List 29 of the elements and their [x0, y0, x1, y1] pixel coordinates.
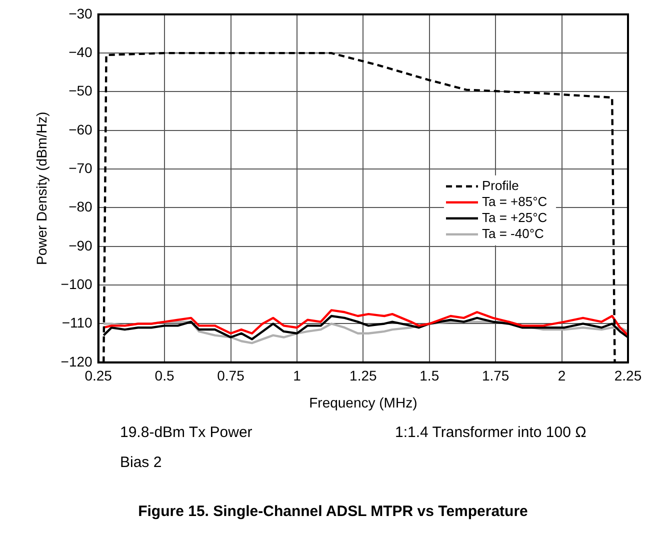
y-axis-title: Power Density (dBm/Hz) [33, 112, 50, 266]
y-tick-label: −40 [68, 44, 93, 60]
y-tick-label: −100 [60, 276, 93, 292]
y-tick-label: −90 [68, 237, 93, 254]
x-tick-label: 1.25 [350, 368, 378, 384]
legend-label: Ta = +85°C [482, 194, 548, 209]
y-tick-label: −70 [68, 160, 93, 176]
text: 19.8-dBm Tx Power [120, 424, 252, 441]
y-tick-label: −50 [68, 82, 93, 99]
y-tick-label: −60 [68, 121, 93, 138]
x-tick-label: 1 [293, 368, 302, 384]
x-axis-title: Frequency (MHz) [309, 394, 418, 410]
x-tick-label: 0.75 [217, 368, 245, 384]
x-tick-label: 1.75 [482, 368, 510, 384]
legend-label: Profile [482, 178, 519, 193]
x-tick-label: 0.5 [154, 368, 174, 384]
text: Figure 15. Single-Channel ADSL MTPR vs Temperature [137, 503, 529, 520]
x-tick-label: 2 [558, 368, 566, 384]
legend-label: Ta = +25°C [482, 210, 548, 225]
x-tick-label: 0.25 [84, 368, 112, 384]
x-tick-label: 1.5 [420, 368, 440, 384]
y-tick-label: −30 [68, 5, 93, 22]
x-tick-label: 2.25 [614, 368, 642, 384]
y-tick-label: −120 [60, 353, 93, 370]
y-tick-label: −80 [68, 198, 93, 215]
legend-label: Ta = -40°C [482, 226, 544, 241]
text: 1:1.4 Transformer into 100 Ω [395, 424, 586, 441]
y-tick-label: −110 [62, 314, 93, 331]
text: Bias 2 [120, 454, 162, 471]
